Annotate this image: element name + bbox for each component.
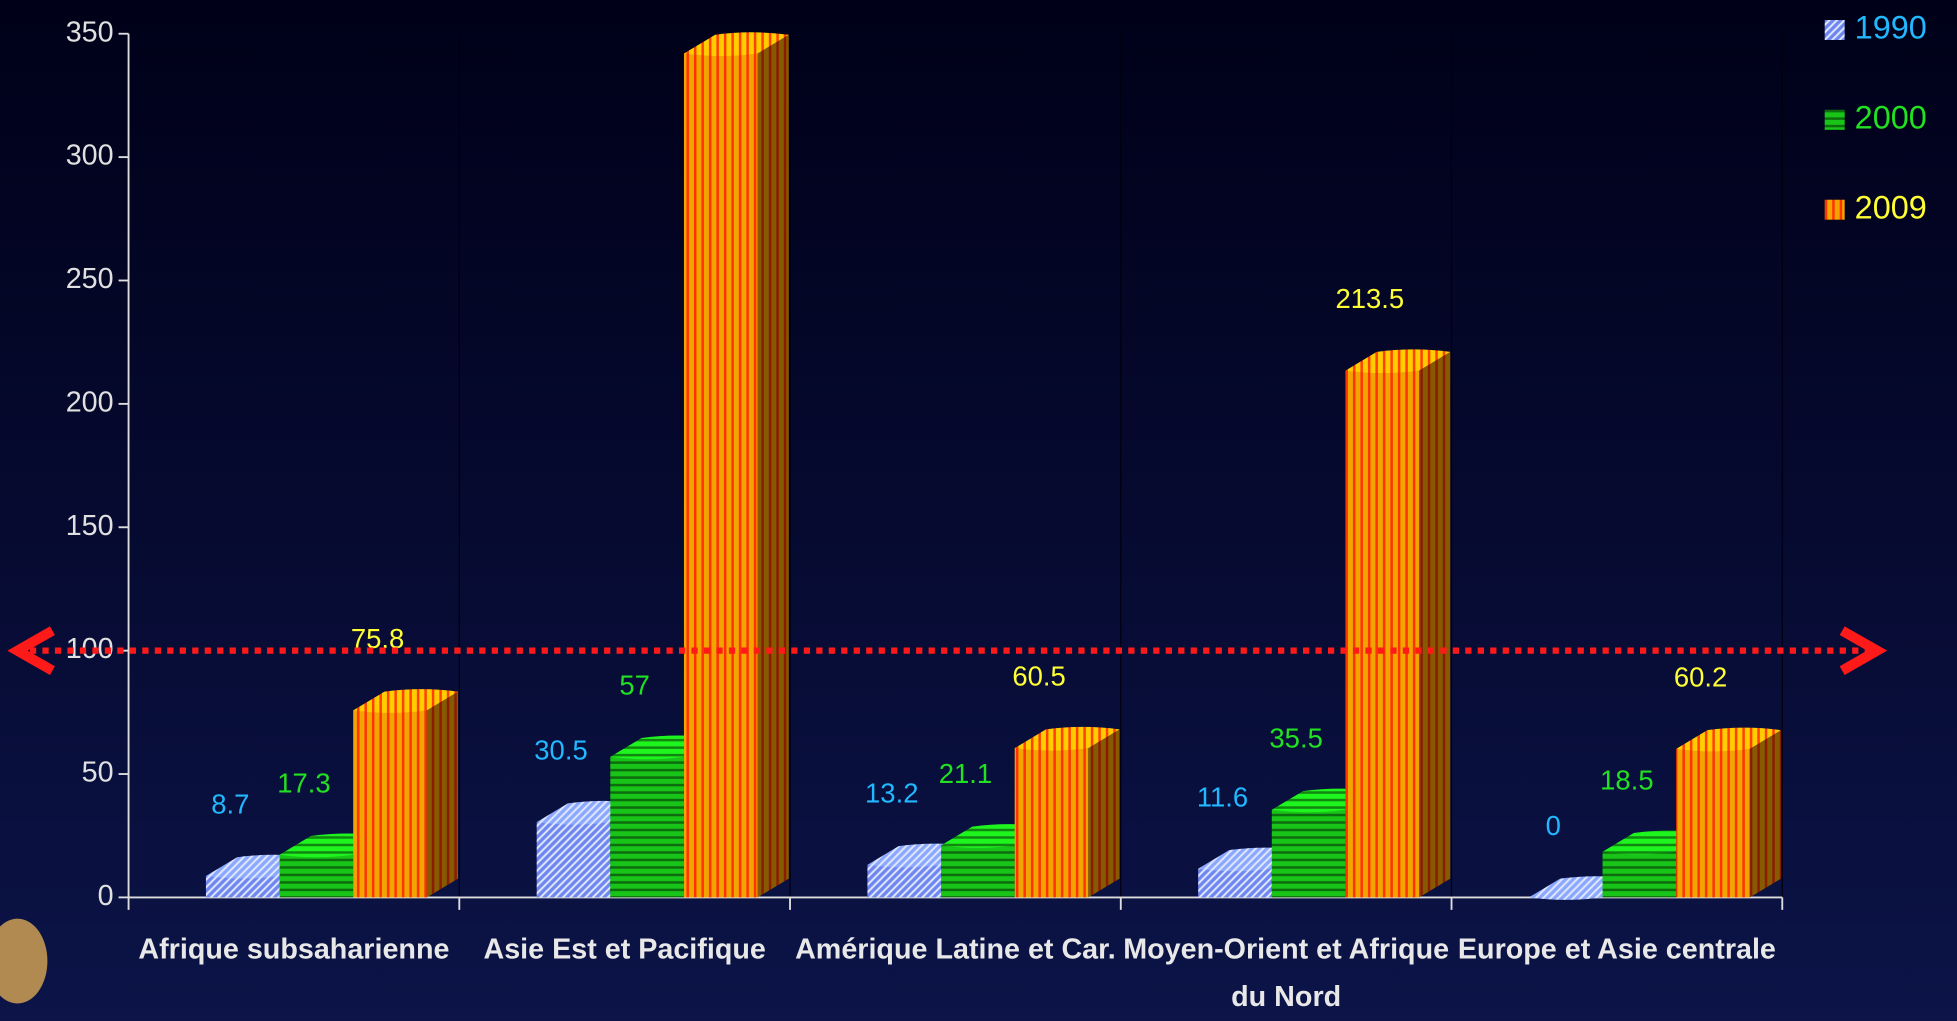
bar-front bbox=[1676, 749, 1750, 898]
value-label: 35.5 bbox=[1269, 722, 1322, 753]
legend-label: 1990 bbox=[1855, 10, 1927, 46]
bar-front bbox=[280, 855, 354, 898]
bar bbox=[684, 32, 789, 897]
value-label: 57 bbox=[619, 669, 650, 700]
value-label: 8.7 bbox=[211, 789, 249, 820]
y-tick-label: 200 bbox=[66, 386, 114, 418]
bar-side bbox=[758, 35, 789, 898]
y-tick-label: 150 bbox=[66, 510, 114, 542]
bar bbox=[353, 689, 458, 897]
x-tick-label: Amérique Latine et Car. bbox=[790, 925, 1121, 972]
value-label: 213.5 bbox=[1335, 283, 1404, 314]
chart: 050100150200250300350Afrique subsaharien… bbox=[0, 0, 1957, 1021]
x-tick-label: Afrique subsaharienne bbox=[129, 925, 460, 972]
value-label: 60.2 bbox=[1674, 661, 1727, 692]
value-label: 30.5 bbox=[534, 735, 587, 766]
x-tick-label: Asie Est et Pacifique bbox=[459, 925, 790, 972]
bar bbox=[1676, 728, 1781, 898]
x-tick-label-box: Afrique subsaharienne bbox=[129, 925, 460, 1021]
bar-front bbox=[1015, 748, 1089, 897]
bar-front bbox=[1345, 371, 1419, 898]
bar bbox=[1015, 727, 1120, 898]
value-label: 60.5 bbox=[1012, 661, 1065, 692]
legend-swatch bbox=[1825, 20, 1845, 40]
bar bbox=[1345, 349, 1450, 897]
y-tick-label: 50 bbox=[82, 757, 114, 789]
bar-side bbox=[427, 692, 458, 898]
bar-front bbox=[353, 710, 427, 897]
legend-label: 2000 bbox=[1855, 99, 1927, 135]
x-tick-label-box: Asie Est et Pacifique bbox=[459, 925, 790, 1021]
x-tick-label: Moyen-Orient et Afrique du Nord bbox=[1121, 925, 1452, 1020]
bar-front bbox=[941, 845, 1015, 897]
page: {"chart_data": {"type": "bar3d", "catego… bbox=[0, 0, 1957, 1021]
value-label: 13.2 bbox=[865, 777, 918, 808]
bar-front bbox=[1272, 810, 1346, 898]
legend-swatch bbox=[1825, 110, 1845, 130]
x-tick-label-box: Amérique Latine et Car. bbox=[790, 925, 1121, 1021]
x-tick-label-box: Moyen-Orient et Afrique du Nord bbox=[1121, 925, 1452, 1021]
y-tick-label: 0 bbox=[98, 880, 114, 912]
bar-side bbox=[1088, 729, 1119, 897]
bar-side bbox=[1750, 730, 1781, 897]
value-label: 17.3 bbox=[277, 767, 330, 798]
bar-front bbox=[610, 757, 684, 898]
bar-front bbox=[1198, 869, 1272, 898]
y-tick-label: 300 bbox=[66, 140, 114, 172]
value-label: 18.5 bbox=[1600, 764, 1653, 795]
y-tick-label: 250 bbox=[66, 263, 114, 295]
bar-front bbox=[206, 876, 280, 897]
bar-front bbox=[537, 822, 611, 897]
y-tick-label: 350 bbox=[66, 16, 114, 48]
legend-swatch bbox=[1825, 200, 1845, 220]
bar-front bbox=[684, 53, 758, 897]
bar-front bbox=[1603, 852, 1677, 898]
bar-side bbox=[1419, 352, 1450, 898]
x-tick-label-box: Europe et Asie centrale bbox=[1452, 925, 1783, 1021]
x-tick-label: Europe et Asie centrale bbox=[1452, 925, 1783, 972]
bar-front bbox=[867, 865, 941, 898]
value-label: 0 bbox=[1546, 810, 1561, 841]
legend-label: 2009 bbox=[1855, 189, 1927, 225]
value-label: 11.6 bbox=[1197, 781, 1248, 812]
value-label: 21.1 bbox=[939, 758, 992, 789]
